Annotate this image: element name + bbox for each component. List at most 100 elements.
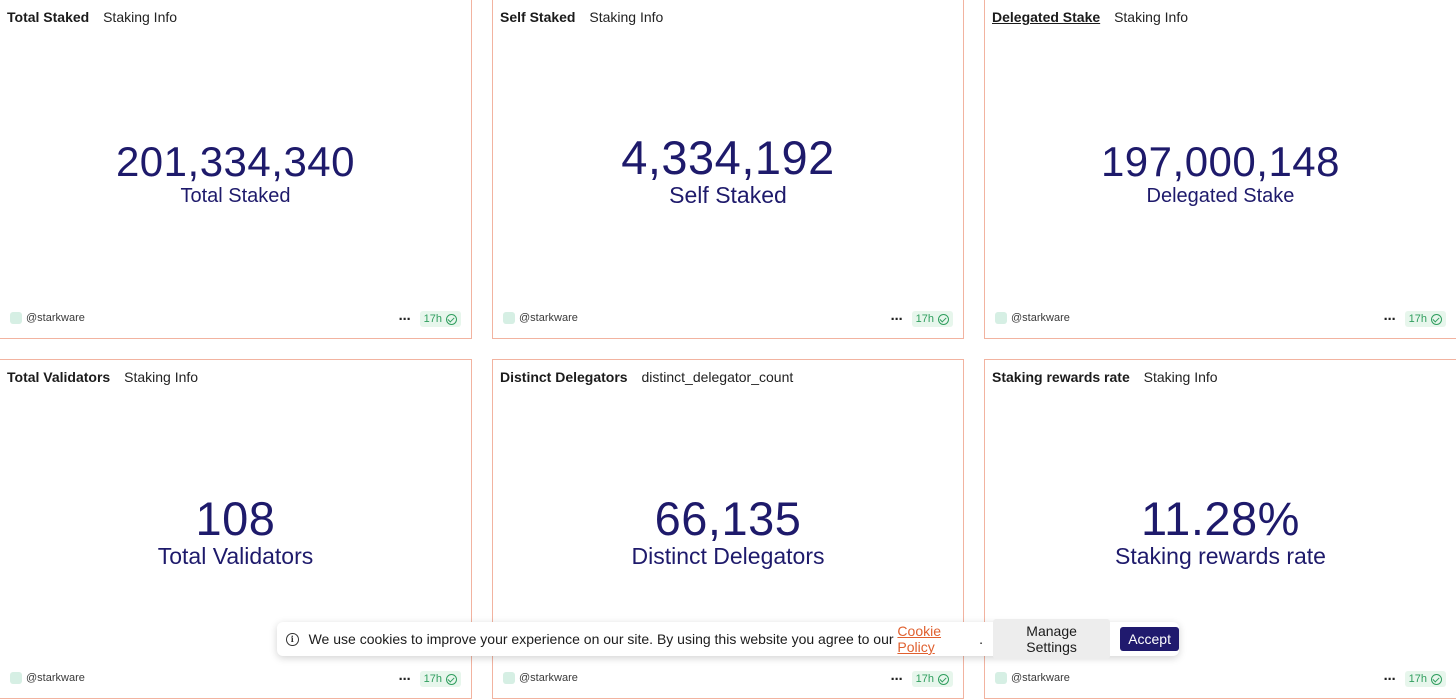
owner[interactable]: @starkware	[503, 312, 578, 324]
owner-name[interactable]: @starkware	[519, 312, 578, 324]
status-badge[interactable]: 17h	[1404, 311, 1446, 327]
counter-label: Total Staked	[180, 185, 291, 207]
footer-right: ⋯ 17h	[1384, 311, 1446, 327]
counter-value: 11.28%	[1141, 492, 1300, 545]
status-badge[interactable]: 17h	[911, 311, 953, 327]
owner-name[interactable]: @starkware	[1011, 312, 1070, 324]
owner[interactable]: @starkware	[995, 672, 1070, 684]
counter-value: 108	[195, 492, 276, 545]
owner-name[interactable]: @starkware	[1011, 672, 1070, 684]
accept-button[interactable]: Accept	[1120, 627, 1179, 651]
counter-label: Delegated Stake	[1146, 185, 1295, 207]
avatar	[10, 312, 22, 324]
status-badge[interactable]: 17h	[911, 671, 953, 687]
cookie-banner: i We use cookies to improve your experie…	[277, 619, 1179, 659]
check-circle-icon	[446, 673, 457, 685]
footer-right: ⋯ 17h	[891, 671, 953, 687]
footer-right: ⋯ 17h	[1384, 671, 1446, 687]
counter: 66,135 Distinct Delegators	[493, 492, 963, 570]
card-title[interactable]: Staking rewards rate	[992, 369, 1130, 385]
more-options-icon[interactable]: ⋯	[890, 672, 903, 686]
info-icon: i	[286, 632, 299, 646]
more-options-icon[interactable]: ⋯	[398, 312, 411, 326]
counter: 4,334,192 Self Staked	[493, 131, 963, 209]
more-options-icon[interactable]: ⋯	[398, 672, 411, 686]
card-subtitle[interactable]: Staking Info	[589, 9, 664, 25]
counter: 201,334,340 Total Staked	[0, 140, 471, 208]
card-footer: @starkware ⋯ 17h	[995, 671, 1446, 688]
avatar	[10, 672, 22, 684]
age-text: 17h	[423, 673, 442, 685]
check-circle-icon	[446, 313, 457, 325]
dashboard-grid: Total Staked Staking Info 201,334,340 To…	[0, 0, 1456, 678]
owner[interactable]: @starkware	[10, 672, 85, 684]
card-title[interactable]: Distinct Delegators	[500, 369, 628, 385]
footer-right: ⋯ 17h	[399, 311, 461, 327]
card-total-staked: Total Staked Staking Info 201,334,340 To…	[0, 0, 472, 339]
cookie-policy-link[interactable]: Cookie Policy	[897, 623, 942, 655]
owner-name[interactable]: @starkware	[26, 312, 85, 324]
card-subtitle[interactable]: Staking Info	[124, 369, 199, 385]
avatar	[995, 312, 1007, 324]
card-header: Total Validators Staking Info	[7, 369, 198, 385]
check-circle-icon	[1431, 313, 1442, 325]
counter-value: 201,334,340	[115, 138, 356, 185]
avatar	[503, 312, 515, 324]
card-header: Self Staked Staking Info	[500, 9, 663, 25]
counter-label: Staking rewards rate	[1115, 543, 1326, 569]
more-options-icon[interactable]: ⋯	[1383, 672, 1396, 686]
check-circle-icon	[938, 673, 949, 685]
counter: 108 Total Validators	[0, 492, 471, 570]
age-text: 17h	[1408, 313, 1427, 325]
card-subtitle[interactable]: distinct_delegator_count	[641, 369, 794, 385]
owner[interactable]: @starkware	[503, 672, 578, 684]
card-header: Distinct Delegators distinct_delegator_c…	[500, 369, 793, 385]
avatar	[503, 672, 515, 684]
status-badge[interactable]: 17h	[1404, 671, 1446, 687]
card-subtitle[interactable]: Staking Info	[1143, 369, 1218, 385]
check-circle-icon	[1431, 673, 1442, 685]
card-title[interactable]: Total Staked	[7, 9, 90, 25]
counter: 11.28% Staking rewards rate	[985, 492, 1456, 570]
status-badge[interactable]: 17h	[419, 671, 461, 687]
more-options-icon[interactable]: ⋯	[890, 312, 903, 326]
footer-right: ⋯ 17h	[891, 311, 953, 327]
card-footer: @starkware ⋯ 17h	[503, 311, 953, 328]
card-delegated-stake: Delegated Stake Staking Info 197,000,148…	[984, 0, 1456, 339]
card-title[interactable]: Delegated Stake	[992, 9, 1101, 25]
cookie-period: .	[979, 631, 983, 647]
status-badge[interactable]: 17h	[419, 311, 461, 327]
owner-name[interactable]: @starkware	[26, 672, 85, 684]
card-total-validators: Total Validators Staking Info 108 Total …	[0, 359, 472, 699]
owner[interactable]: @starkware	[10, 312, 85, 324]
counter-label: Total Validators	[157, 543, 314, 569]
counter-label: Self Staked	[669, 182, 787, 208]
age-text: 17h	[915, 673, 934, 685]
avatar	[995, 672, 1007, 684]
card-footer: @starkware ⋯ 17h	[10, 671, 461, 688]
card-header: Delegated Stake Staking Info	[992, 9, 1188, 25]
counter-label: Distinct Delegators	[631, 543, 825, 569]
card-title[interactable]: Total Validators	[7, 369, 111, 385]
card-header: Staking rewards rate Staking Info	[992, 369, 1218, 385]
footer-right: ⋯ 17h	[399, 671, 461, 687]
card-subtitle[interactable]: Staking Info	[103, 9, 178, 25]
manage-settings-button[interactable]: Manage Settings	[993, 619, 1111, 659]
card-title[interactable]: Self Staked	[500, 9, 576, 25]
card-footer: @starkware ⋯ 17h	[503, 671, 953, 688]
card-header: Total Staked Staking Info	[7, 9, 177, 25]
card-subtitle[interactable]: Staking Info	[1114, 9, 1188, 25]
owner-name[interactable]: @starkware	[519, 672, 578, 684]
card-footer: @starkware ⋯ 17h	[10, 311, 461, 328]
card-footer: @starkware ⋯ 17h	[995, 311, 1446, 328]
owner[interactable]: @starkware	[995, 312, 1070, 324]
age-text: 17h	[915, 313, 934, 325]
counter-value: 4,334,192	[621, 131, 835, 184]
age-text: 17h	[1408, 673, 1427, 685]
more-options-icon[interactable]: ⋯	[1383, 312, 1396, 326]
check-circle-icon	[938, 313, 949, 325]
counter-value: 197,000,148	[1100, 138, 1341, 185]
counter-value: 66,135	[654, 492, 802, 545]
counter: 197,000,148 Delegated Stake	[985, 140, 1456, 208]
card-self-staked: Self Staked Staking Info 4,334,192 Self …	[492, 0, 964, 339]
